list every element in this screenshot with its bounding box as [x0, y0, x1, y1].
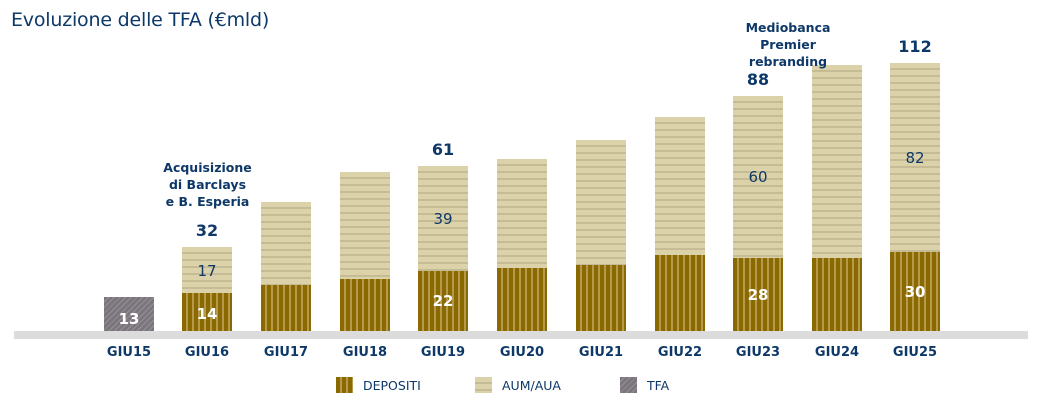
x-axis-label-giu21: GIU21	[578, 345, 624, 360]
depositi-segment	[890, 252, 940, 331]
x-axis-label-giu16: GIU16	[184, 345, 230, 360]
annotation-rebranding: Mediobanca Premier rebranding	[745, 20, 831, 69]
bar-giu19	[418, 166, 468, 331]
depositi-value-label: 28	[747, 285, 769, 304]
depositi-value-label: 22	[432, 292, 454, 310]
depositi-segment	[497, 268, 547, 331]
total-value-label: 61	[431, 140, 455, 159]
aum-aua-value-label: 60	[748, 168, 768, 186]
aum-aua-segment	[497, 159, 547, 268]
bar-giu18	[340, 172, 390, 331]
aum-aua-value-label: 39	[433, 209, 453, 228]
bar-giu17	[261, 202, 311, 331]
depositi-value-label: 14	[196, 305, 218, 323]
bar-giu22	[655, 117, 705, 331]
depositi-segment	[733, 258, 783, 331]
x-axis-label-giu25: GIU25	[892, 345, 938, 360]
bar-giu24	[812, 65, 862, 331]
x-axis-label-giu20: GIU20	[499, 345, 545, 360]
bar-giu23	[733, 96, 783, 331]
x-axis-label-giu22: GIU22	[657, 345, 703, 360]
aum-aua-segment	[655, 117, 705, 255]
aum-aua-segment	[812, 65, 862, 258]
aum-aua-segment	[733, 96, 783, 258]
depositi-segment	[182, 293, 232, 331]
depositi-swatch-icon	[336, 377, 353, 393]
x-axis-label-giu24: GIU24	[814, 345, 860, 360]
total-value-label: 112	[898, 37, 932, 56]
bar-giu15	[104, 297, 154, 331]
x-axis-label-giu19: GIU19	[420, 345, 466, 360]
tfa-swatch-icon	[620, 377, 637, 393]
annotation-acquisition: Acquisizione di Barclays e B. Esperia	[163, 160, 252, 209]
tfa-value-label: 13	[118, 310, 140, 328]
bar-giu21	[576, 140, 626, 331]
depositi-value-label: 30	[904, 282, 926, 301]
aum-aua-segment	[340, 172, 390, 279]
depositi-segment	[418, 271, 468, 331]
depositi-segment	[261, 285, 311, 331]
x-axis-baseline	[14, 331, 1028, 339]
aum-aua-segment	[576, 140, 626, 265]
total-value-label: 88	[746, 70, 770, 89]
depositi-segment	[812, 258, 862, 331]
depositi-segment	[340, 279, 390, 331]
bar-giu20	[497, 159, 547, 331]
x-axis-label-giu17: GIU17	[263, 345, 309, 360]
aum-aua-segment	[890, 63, 940, 252]
tfa-segment	[104, 297, 154, 331]
x-axis-label-giu18: GIU18	[342, 345, 388, 360]
legend-item-tfa: TFA	[620, 377, 669, 393]
bar-giu16	[182, 247, 232, 331]
legend-item-depositi: DEPOSITI	[336, 377, 421, 393]
x-axis-label-giu23: GIU23	[735, 345, 781, 360]
aum-aua-swatch-icon	[475, 377, 492, 393]
depositi-segment	[655, 255, 705, 331]
x-axis-label-giu15: GIU15	[106, 345, 152, 360]
bar-giu25	[890, 63, 940, 331]
aum-aua-segment	[182, 247, 232, 293]
aum-aua-segment	[418, 166, 468, 271]
chart-title: Evoluzione delle TFA (€mld)	[11, 9, 270, 31]
aum-aua-value-label: 17	[197, 262, 217, 280]
aum-aua-value-label: 82	[905, 148, 925, 167]
depositi-segment	[576, 265, 626, 331]
aum-aua-segment	[261, 202, 311, 285]
legend-item-aum-aua: AUM/AUA	[475, 377, 561, 393]
total-value-label: 32	[195, 221, 219, 240]
